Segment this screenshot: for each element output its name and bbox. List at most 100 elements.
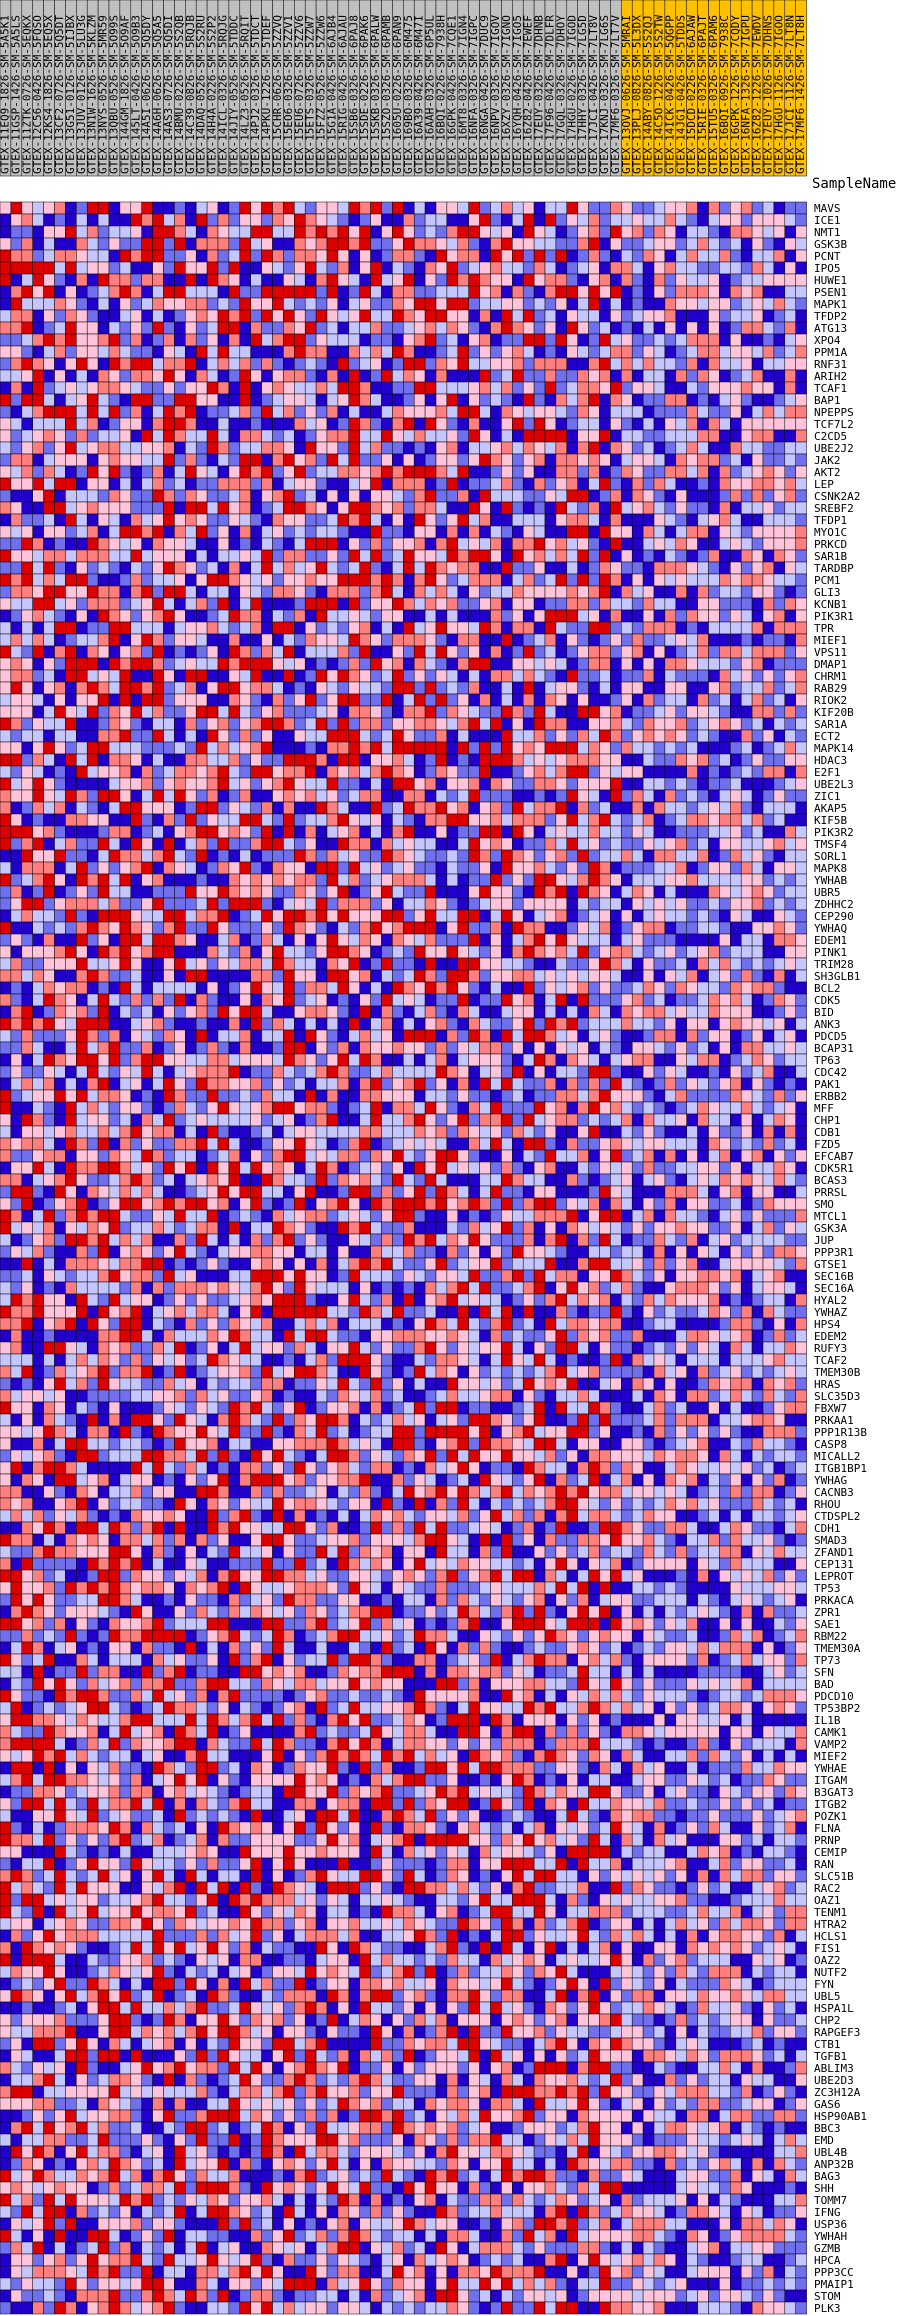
heatmap-cell [533,933,546,947]
heatmap-cell [501,741,513,755]
heatmap-cell [32,237,44,251]
heatmap-cell [577,213,589,227]
heatmap-cell [315,321,328,335]
heatmap-cell [195,297,208,311]
heatmap-cell [446,849,459,863]
heatmap-cell [730,273,742,287]
heatmap-cell [773,969,786,983]
heatmap-cell [294,669,306,683]
heatmap-cell [599,525,611,539]
heatmap-cell [370,897,382,911]
heatmap-cell [250,789,262,803]
heatmap-cell [163,777,175,791]
heatmap-cell [522,333,535,347]
heatmap-cell [675,453,687,467]
heatmap-cell [533,213,546,227]
heatmap-cell [304,249,317,263]
heatmap-cell [119,369,132,383]
heatmap-cell [21,525,33,539]
heatmap-cell [413,405,426,419]
heatmap-cell [283,441,295,455]
heatmap-cell [610,681,622,695]
heatmap-cell [359,429,371,443]
heatmap-cell [435,957,448,971]
heatmap-cell [653,933,666,947]
heatmap-cell [588,729,600,743]
heatmap-cell [315,417,328,431]
heatmap-cell [250,777,262,791]
heatmap-cell [10,729,23,743]
column-label: GTEX-17MF6-0326-SM-7LT7V [609,15,622,174]
heatmap-cell [163,465,175,479]
heatmap-cell [566,609,578,623]
heatmap-cell [740,789,753,803]
heatmap-cell [784,429,796,443]
heatmap-cell [446,645,459,659]
heatmap-cell [32,345,44,359]
heatmap-cell [32,369,44,383]
heatmap-cell [206,729,219,743]
heatmap-cell [32,501,44,515]
heatmap-cell [686,789,698,803]
heatmap-cell [174,309,186,323]
heatmap-cell [708,753,720,767]
heatmap-cell [163,645,175,659]
heatmap-cell [10,861,23,875]
heatmap-cell [359,465,371,479]
heatmap-cell [697,429,709,443]
heatmap-cell [76,321,88,335]
heatmap-cell [348,477,360,491]
heatmap-cell [76,813,88,827]
heatmap-cell [740,609,753,623]
heatmap-cell [86,621,99,635]
heatmap-cell [0,357,12,371]
heatmap-cell [381,957,393,971]
column-label: GTEX-17JCI-1126-SM-7LT8N [783,15,796,174]
heatmap-cell [610,273,622,287]
heatmap-cell [206,429,219,443]
column-label: GTEX-11GSP-1426-SM-5A5LS [9,15,22,174]
heatmap-cell [631,969,644,983]
heatmap-cell [642,873,655,887]
heatmap-cell [108,981,121,995]
heatmap-cell [468,885,480,899]
heatmap-cell [348,921,360,935]
heatmap-cell [283,297,295,311]
heatmap-cell [730,597,742,611]
heatmap-cell [359,501,371,515]
heatmap-cell [762,729,775,743]
heatmap-cell [348,777,360,791]
heatmap-cell [740,321,753,335]
heatmap-cell [664,825,677,839]
heatmap-cell [76,789,88,803]
heatmap-cell [697,741,709,755]
heatmap-cell [65,621,77,635]
heatmap-cell [130,297,142,311]
heatmap-cell [457,429,469,443]
heatmap-cell [653,489,666,503]
heatmap-cell [631,633,644,647]
heatmap-cell [719,501,731,515]
heatmap-cell [32,933,44,947]
heatmap-cell [261,537,273,551]
heatmap-cell [65,585,77,599]
heatmap-cell [522,369,535,383]
heatmap-cell [250,849,262,863]
heatmap-cell [315,333,328,347]
heatmap-cell [261,717,273,731]
heatmap-cell [119,681,132,695]
heatmap-cell [359,333,371,347]
heatmap-cell [610,717,622,731]
heatmap-cell [577,645,589,659]
heatmap-cell [370,981,382,995]
heatmap-cell [686,669,698,683]
heatmap-cell [76,849,88,863]
heatmap-cell [195,921,208,935]
heatmap-cell [43,597,55,611]
heatmap-cell [97,453,110,467]
heatmap-cell [304,525,317,539]
heatmap-cell [250,225,262,239]
heatmap-cell [195,309,208,323]
heatmap-cell [97,681,110,695]
heatmap-cell [250,657,262,671]
